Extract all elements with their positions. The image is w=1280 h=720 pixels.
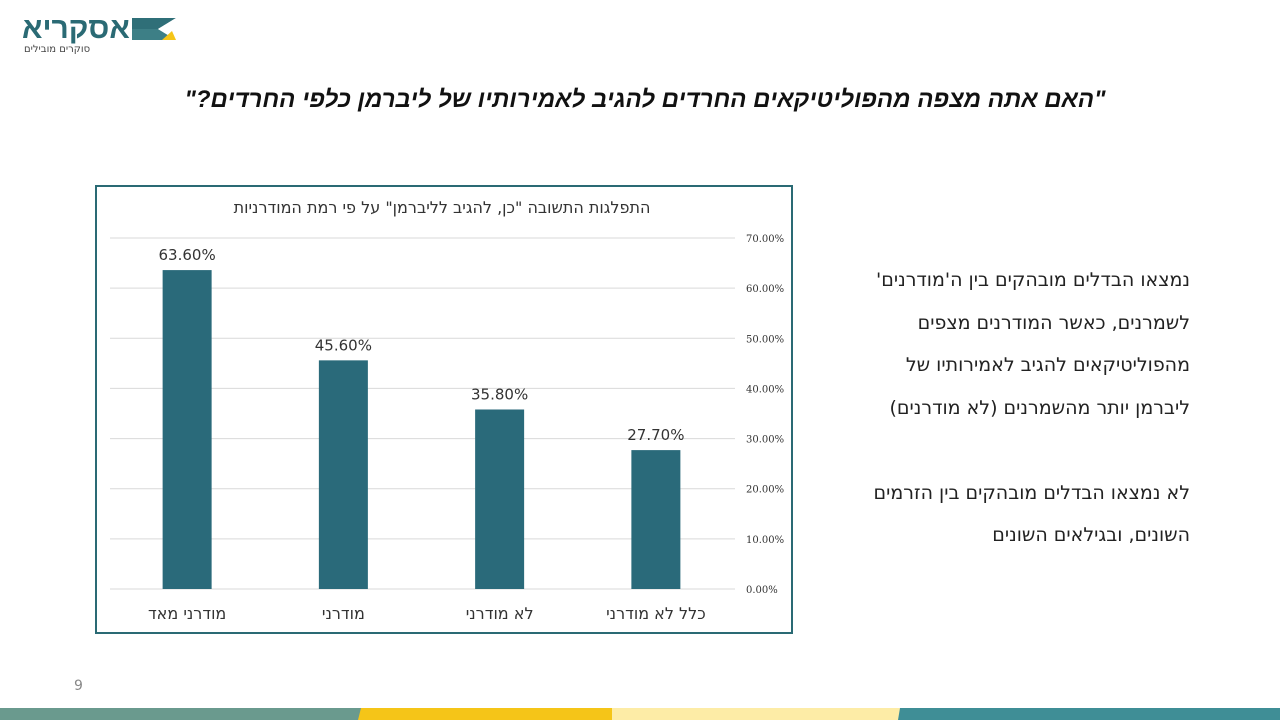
footer-stripe-4 [898,708,1280,720]
y-tick-label: 50.00% [746,334,784,345]
findings-line: נמצאו הבדלים מובהקים בין ה'מודרנים' [876,269,1190,291]
bar [475,409,525,589]
y-tick-label: 20.00% [746,485,784,496]
y-tick-label: 60.00% [746,284,784,295]
footer-stripe-1 [0,708,362,720]
bar [631,450,681,589]
y-tick-label: 0.00% [746,585,778,596]
data-label: 35.80% [471,385,528,403]
findings-line: לא נמצאו הבדלים מובהקים בין הזרמים [873,481,1191,504]
page-number: 9 [74,678,83,694]
footer-stripe-3 [612,708,902,720]
findings-line: ליברמן יותר מהשמרנים (לא מודרנים) [889,396,1190,419]
findings-line: השונים, ובגילאים השונים [992,524,1190,546]
findings-line: לשמרנים, כאשר המודרנים מצפים [917,311,1190,334]
y-tick-label: 70.00% [746,234,784,245]
logo-wordmark: אסקריא [22,12,130,45]
y-tick-label: 10.00% [746,535,784,546]
y-tick-label: 40.00% [746,384,784,395]
slide-title: "האם אתה מצפה מהפוליטיקאים החרדים להגיב … [184,86,1106,113]
findings-text: נמצאו הבדלים מובהקים בין ה'מודרנים' לשמר… [830,262,1191,560]
data-label: 27.70% [627,426,684,444]
y-tick-label: 30.00% [746,435,784,446]
bar [318,360,368,589]
category-label: מודרני [322,604,365,623]
chart-title: התפלגות התשובה "כן, להגיב לליברמן" על פי… [233,198,651,217]
logo-tagline: סוקרים מובילים [24,44,91,55]
logo: אסקריא סוקרים מובילים [22,14,182,60]
bar [162,270,212,589]
category-label: מודרני מאד [148,604,226,623]
category-label: כלל לא מודרני [606,604,706,623]
logo-mark-icon [132,18,176,40]
data-label: 63.60% [159,246,216,264]
category-label: לא מודרני [466,604,534,623]
data-label: 45.60% [315,336,372,354]
footer-stripe-2 [358,708,616,720]
findings-line: מהפוליטיקאים להגיב לאמירותיו של [905,354,1190,376]
findings-spacer [830,432,1190,475]
